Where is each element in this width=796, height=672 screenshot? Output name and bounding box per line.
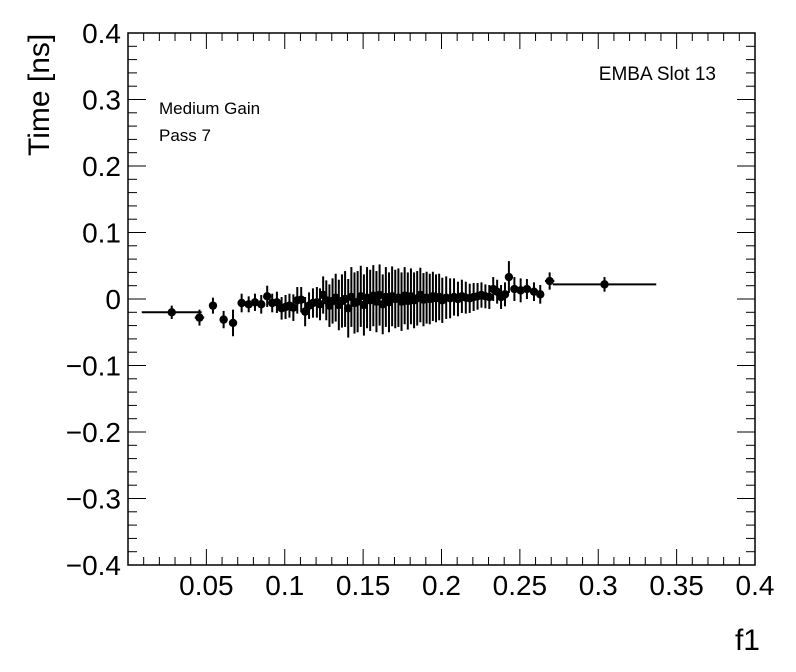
x-axis-title: f1 xyxy=(735,624,760,657)
data-point xyxy=(522,279,532,299)
marker xyxy=(228,318,238,328)
data-point xyxy=(237,293,246,313)
gain-annotation: Medium Gain xyxy=(159,99,260,118)
x-tick-label: 0.1 xyxy=(265,570,304,601)
data-point xyxy=(529,282,539,301)
data-point xyxy=(228,309,238,337)
marker xyxy=(331,293,340,302)
data-point xyxy=(372,271,381,333)
data-point xyxy=(356,265,365,327)
data-point xyxy=(257,295,266,314)
marker xyxy=(208,301,218,310)
marker xyxy=(300,307,310,316)
marker xyxy=(600,280,609,289)
y-tick-label: 0.2 xyxy=(82,151,121,182)
y-tick-label: 0.1 xyxy=(82,218,121,249)
y-tick-label: −0.3 xyxy=(66,484,121,515)
marker xyxy=(262,292,272,301)
marker xyxy=(219,315,228,324)
marker xyxy=(536,290,545,299)
x-tick-label: 0.3 xyxy=(579,570,618,601)
marker xyxy=(500,290,510,299)
x-tick-label: 0.2 xyxy=(422,570,461,601)
data-point xyxy=(536,285,545,304)
data-point xyxy=(510,277,519,301)
marker xyxy=(272,298,282,307)
data-point xyxy=(516,278,525,303)
data-point xyxy=(344,279,353,338)
marker xyxy=(359,300,369,310)
data-point xyxy=(141,305,202,319)
marker xyxy=(529,287,539,296)
data-point xyxy=(297,287,306,313)
data-point xyxy=(300,297,310,327)
marker xyxy=(356,292,365,301)
marker xyxy=(372,297,381,306)
marker xyxy=(516,286,525,295)
marker xyxy=(315,300,325,309)
data-points xyxy=(141,261,657,338)
data-point xyxy=(384,272,394,333)
marker xyxy=(297,295,306,304)
axis-ticks xyxy=(127,32,756,566)
data-point xyxy=(219,310,228,329)
x-tick-label: 0.05 xyxy=(179,570,234,601)
data-point xyxy=(359,274,369,336)
x-tick-label: 0.25 xyxy=(493,570,548,601)
marker xyxy=(504,272,514,282)
data-point xyxy=(552,277,657,292)
marker xyxy=(510,284,519,294)
x-tick-label: 0.35 xyxy=(649,570,704,601)
marker xyxy=(195,313,204,322)
y-tick-label: −0.2 xyxy=(66,417,121,448)
y-axis-title: Time [ns] xyxy=(23,34,56,156)
y-tick-label: 0.4 xyxy=(82,18,121,49)
slot-annotation: EMBA Slot 13 xyxy=(599,64,716,85)
marker xyxy=(344,304,353,313)
y-tick-label: 0 xyxy=(105,284,121,315)
y-tick-label: 0.3 xyxy=(82,85,121,116)
marker xyxy=(545,276,554,286)
data-point xyxy=(289,294,298,321)
marker xyxy=(257,300,266,309)
x-tick-label: 0.15 xyxy=(336,570,391,601)
marker xyxy=(237,298,246,308)
data-point xyxy=(262,285,272,307)
x-tick-label: 0.4 xyxy=(736,570,775,601)
x-tick-labels: 0.05 0.1 0.15 0.2 0.25 0.3 0.35 0.4 xyxy=(179,570,774,601)
marker xyxy=(167,308,176,317)
data-point xyxy=(500,282,510,307)
data-point xyxy=(272,291,282,313)
y-tick-labels: 0.4 0.3 0.2 0.1 0 −0.1 −0.2 −0.3 −0.4 xyxy=(66,18,121,581)
marker xyxy=(289,303,298,312)
marker xyxy=(522,284,532,294)
pass-annotation: Pass 7 xyxy=(159,126,211,145)
data-point xyxy=(208,297,218,314)
y-tick-label: −0.4 xyxy=(66,550,121,581)
data-point xyxy=(194,309,205,326)
y-tick-label: −0.1 xyxy=(66,351,121,382)
data-point xyxy=(504,261,514,294)
marker xyxy=(485,292,494,302)
data-point xyxy=(544,272,555,290)
data-point xyxy=(331,273,340,322)
plot-frame xyxy=(127,32,756,566)
